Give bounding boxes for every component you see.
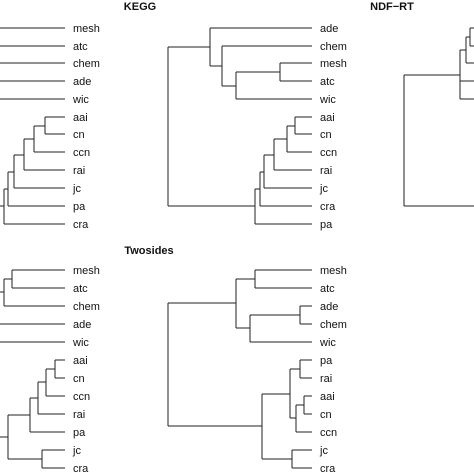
dendrogram-branch xyxy=(7,171,65,207)
leaf-label: mesh xyxy=(320,58,347,70)
dendrogram-branch xyxy=(299,359,312,379)
leaf-label: aai xyxy=(73,355,88,367)
leaf-label: atc xyxy=(320,76,335,88)
leaf-label: rai xyxy=(320,373,332,385)
leaf-label: atc xyxy=(320,283,335,295)
dendrogram-branch xyxy=(3,278,65,307)
leaf-label: wic xyxy=(72,94,89,106)
dendrogram-branch xyxy=(291,449,312,469)
leaf-label: rai xyxy=(73,165,85,177)
leaf-label: ccn xyxy=(73,147,90,159)
leaf-label: jc xyxy=(319,445,328,457)
dendrogram-branch xyxy=(259,171,312,207)
leaf-label: mesh xyxy=(320,265,347,277)
dendrogram-branch xyxy=(41,449,65,469)
dendrogram-branch xyxy=(44,116,65,135)
leaf-label: ade xyxy=(73,76,91,88)
ndf-rt-title: NDF−RT xyxy=(370,1,414,13)
dendrogram-branch xyxy=(279,62,312,82)
leaf-label: mesh xyxy=(73,23,100,35)
leaf-label: cn xyxy=(320,409,332,421)
bottom-left-dendrogram xyxy=(0,269,65,469)
leaf-label: aai xyxy=(320,112,335,124)
leaf-label: pa xyxy=(320,219,333,231)
dendrogram-branch xyxy=(167,46,255,207)
leaf-label: ade xyxy=(320,301,338,313)
dendrogram-branch xyxy=(294,116,312,135)
leaf-label: ccn xyxy=(320,147,337,159)
leaf-label: rai xyxy=(320,165,332,177)
dendrogram-branch xyxy=(261,393,292,460)
leaf-label: cn xyxy=(320,129,332,141)
dendrogram-branch xyxy=(459,49,474,100)
leaf-label: ade xyxy=(320,23,338,35)
dendrogram-branch xyxy=(7,414,42,460)
leaf-label: ade xyxy=(73,319,91,331)
dendrogram-branch xyxy=(235,278,255,329)
leaf-label: pa xyxy=(73,201,86,213)
leaf-label: ccn xyxy=(73,391,90,403)
leaf-label: aai xyxy=(320,391,335,403)
kegg-dendrogram xyxy=(167,27,312,225)
leaf-label: cra xyxy=(73,219,89,231)
leaf-label: cra xyxy=(73,463,89,474)
leaf-label: chem xyxy=(73,301,100,313)
dendrogram-branch xyxy=(254,269,312,289)
leaf-label: pa xyxy=(73,427,86,439)
twosides-title: Twosides xyxy=(124,245,173,257)
twosides-dendrogram xyxy=(167,269,312,469)
dendrogram-branch xyxy=(209,27,312,67)
dendrogram-branch xyxy=(37,381,65,415)
top-left-leaf-labels: mesh atc chem ade wic aai cn ccn rai jc … xyxy=(72,23,100,231)
twosides-leaf-labels: mesh atc ade chem wic pa rai aai cn ccn … xyxy=(319,265,347,474)
dendrogram-branch xyxy=(299,305,312,325)
leaf-label: ccn xyxy=(320,427,337,439)
dendrogram-branch xyxy=(33,125,65,153)
dendrogram-branch xyxy=(167,302,262,427)
dendrogram-branch xyxy=(11,269,65,289)
dendrogram-branch xyxy=(469,27,474,47)
leaf-label: wic xyxy=(319,337,336,349)
leaf-label: cn xyxy=(73,373,85,385)
kegg-leaf-labels: ade chem mesh atc wic aai cn ccn rai jc … xyxy=(319,23,347,231)
leaf-label: mesh xyxy=(73,265,100,277)
leaf-label: chem xyxy=(320,319,347,331)
dendrogram-branch xyxy=(263,154,312,189)
dendrogram-branch xyxy=(273,138,312,171)
leaf-label: pa xyxy=(320,355,333,367)
leaf-label: rai xyxy=(73,409,85,421)
dendrogram-branch xyxy=(23,138,65,171)
leaf-label: cra xyxy=(320,463,336,474)
dendrogram-branch xyxy=(13,154,65,189)
leaf-label: wic xyxy=(72,337,89,349)
dendrogram-branch xyxy=(249,314,312,343)
ndf-rt-dendrogram xyxy=(403,27,474,207)
leaf-label: cra xyxy=(320,201,336,213)
leaf-label: wic xyxy=(319,94,336,106)
dendrogram-branch xyxy=(303,395,312,415)
kegg-title: KEGG xyxy=(124,1,156,13)
leaf-label: aai xyxy=(73,112,88,124)
leaf-label: atc xyxy=(73,283,88,295)
dendrogram-branch xyxy=(235,71,312,100)
leaf-label: cn xyxy=(73,129,85,141)
dendrogram-branch xyxy=(29,397,65,433)
dendrogram-branch xyxy=(403,74,474,207)
leaf-label: chem xyxy=(320,41,347,53)
dendrogram-branch xyxy=(54,359,65,379)
leaf-label: jc xyxy=(72,183,81,195)
leaf-label: atc xyxy=(73,41,88,53)
bottom-left-leaf-labels: mesh atc chem ade wic aai cn ccn rai pa … xyxy=(72,265,100,474)
leaf-label: jc xyxy=(72,445,81,457)
leaf-label: chem xyxy=(73,58,100,70)
dendrogram-branch xyxy=(286,125,312,153)
leaf-label: jc xyxy=(319,183,328,195)
dendrogram-branch xyxy=(289,368,300,419)
top-left-dendrogram xyxy=(0,27,65,225)
